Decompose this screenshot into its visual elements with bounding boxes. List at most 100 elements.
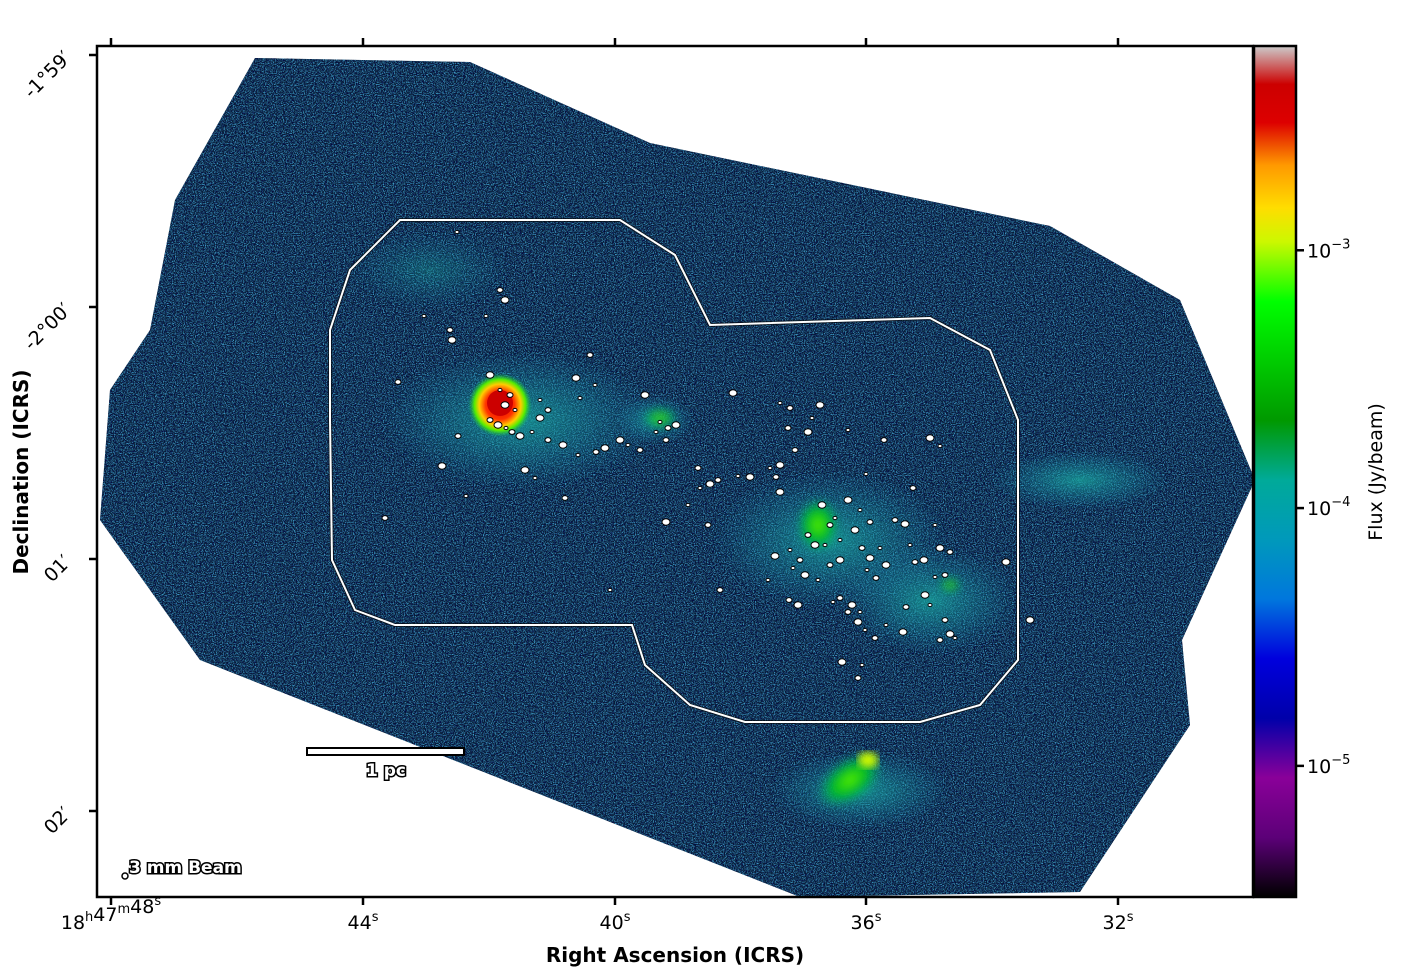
source-marker: [561, 495, 569, 501]
source-marker: [503, 425, 509, 431]
source-marker: [600, 444, 610, 452]
source-marker: [515, 432, 525, 440]
source-markers: [381, 229, 1035, 681]
source-marker: [765, 577, 771, 583]
source-marker: [714, 477, 722, 483]
source-marker: [661, 518, 671, 526]
bright-sources: [468, 373, 962, 809]
source-marker: [907, 542, 913, 548]
source-marker: [520, 466, 530, 474]
source-marker: [772, 474, 780, 480]
x-tick-label: 44s: [348, 910, 379, 934]
source-marker: [728, 389, 738, 397]
y-tick-label: 02′: [40, 803, 76, 839]
source-marker: [804, 532, 812, 538]
colorbar-tick-label: 10−3: [1307, 237, 1350, 262]
source-marker: [785, 597, 793, 603]
source-marker: [936, 637, 944, 643]
source-marker: [535, 414, 545, 422]
source-marker: [853, 618, 863, 626]
source-marker: [537, 397, 543, 403]
source-marker: [946, 549, 954, 555]
source-marker: [790, 565, 796, 571]
x-tick-label: 32s: [1103, 910, 1134, 934]
source-marker: [891, 517, 899, 523]
source-marker: [830, 599, 836, 605]
source-marker: [508, 429, 516, 435]
source-marker: [810, 541, 820, 549]
colorbar-tick-label: 10−5: [1307, 753, 1350, 778]
source-marker: [493, 421, 503, 429]
source-marker: [592, 449, 600, 455]
source-marker: [571, 374, 581, 382]
source-marker: [883, 622, 889, 628]
source-marker: [544, 407, 552, 413]
source-marker: [871, 635, 879, 641]
source-marker: [704, 522, 712, 528]
x-axis-title: Right Ascension (ICRS): [546, 943, 804, 967]
source-marker: [945, 630, 955, 638]
beam-annotation: 3 mm Beam: [121, 857, 243, 880]
source-marker: [803, 428, 813, 436]
source-marker: [532, 475, 538, 481]
source-marker: [485, 371, 495, 379]
source-marker: [486, 417, 494, 423]
source-marker: [854, 675, 862, 681]
source-marker: [902, 604, 910, 610]
source-marker: [512, 407, 518, 413]
source-marker: [454, 229, 460, 235]
source-marker: [859, 662, 865, 668]
source-marker: [447, 336, 457, 344]
source-marker: [496, 287, 504, 293]
source-marker: [662, 437, 670, 443]
source-marker: [577, 395, 583, 401]
image-panel: 1 pc 3 mm Beam: [97, 46, 1253, 897]
source-marker: [544, 437, 552, 443]
source-marker: [558, 441, 568, 449]
source-marker: [500, 296, 510, 304]
source-marker: [850, 526, 860, 534]
beam-label: 3 mm Beam: [129, 858, 242, 878]
source-marker: [777, 400, 783, 406]
source-marker: [664, 425, 672, 431]
source-marker: [497, 387, 503, 393]
source-marker: [716, 587, 724, 593]
source-marker: [640, 391, 650, 399]
source-marker: [815, 577, 821, 583]
source-marker: [843, 496, 853, 504]
source-marker: [835, 556, 845, 564]
x-tick-label: 18h47m48s: [61, 894, 161, 934]
source-marker: [657, 419, 663, 425]
source-marker: [935, 544, 945, 552]
source-marker: [500, 401, 510, 409]
source-marker: [446, 327, 454, 333]
source-marker: [793, 601, 803, 609]
source-marker: [421, 313, 427, 319]
source-marker: [857, 507, 863, 513]
colorbar: 10−3 10−4 10−5 Flux (Jy/beam): [1252, 44, 1387, 899]
source-marker: [911, 559, 919, 565]
source-marker: [862, 627, 868, 633]
source-marker: [866, 519, 874, 525]
y-axis-title: Declination (ICRS): [9, 369, 33, 574]
source-marker: [800, 571, 810, 579]
source-marker: [784, 425, 792, 431]
source-marker: [592, 382, 598, 388]
source-marker: [837, 537, 843, 543]
source-marker: [671, 421, 681, 429]
source-marker: [872, 575, 880, 581]
scale-bar: 1 pc: [306, 747, 465, 783]
colorbar-ticks: 10−3 10−4 10−5: [1296, 237, 1350, 778]
source-marker: [858, 545, 866, 551]
source-marker: [394, 379, 402, 385]
y-tick-label: -2°00′: [20, 299, 76, 355]
source-marker: [607, 587, 613, 593]
source-marker: [483, 313, 489, 319]
source-marker: [787, 547, 793, 553]
source-marker: [454, 433, 462, 439]
source-marker: [615, 436, 625, 444]
source-marker: [796, 557, 804, 563]
source-marker: [937, 443, 943, 449]
colorbar-tick-label: 10−4: [1307, 495, 1350, 520]
